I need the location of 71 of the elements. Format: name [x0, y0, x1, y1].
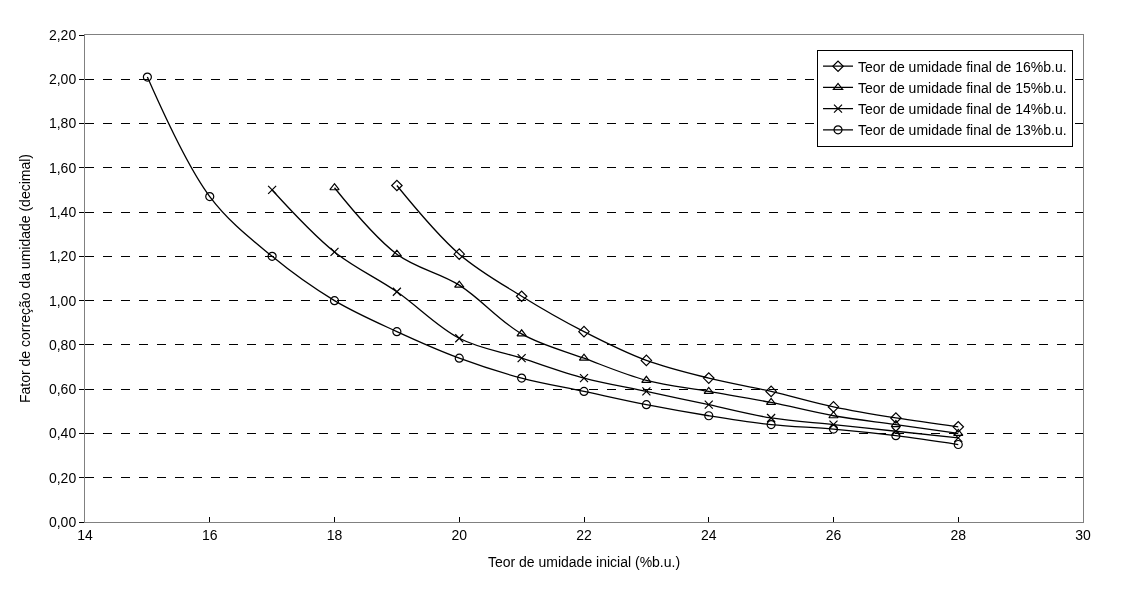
point: [517, 373, 527, 383]
point: [579, 386, 589, 396]
x-axis-title: Teor de umidade inicial (%b.u.): [487, 554, 681, 571]
x-tick-label: 18: [326, 526, 343, 543]
point: [454, 333, 464, 343]
point: [640, 354, 653, 367]
x-tick-label: 22: [576, 526, 592, 543]
x-tick-label: 26: [825, 526, 842, 543]
point: [329, 296, 340, 306]
legend-label: Teor de umidade final de 16%b.u.: [858, 58, 1067, 75]
y-tick-label: 2,00: [48, 71, 77, 88]
point: [267, 251, 277, 261]
point: [641, 400, 651, 410]
point: [453, 248, 466, 260]
point: [516, 329, 527, 337]
legend-label: Teor de umidade final de 14%b.u.: [858, 101, 1067, 118]
point: [515, 290, 528, 303]
y-tick-label: 1,60: [48, 159, 77, 176]
point: [391, 179, 403, 192]
y-tick-label: 1,40: [48, 203, 77, 220]
x-tick-label: 24: [700, 526, 717, 543]
point: [454, 280, 465, 288]
y-tick-label: 0,20: [48, 469, 77, 486]
point: [952, 421, 965, 433]
x-tick-label: 20: [451, 526, 468, 543]
point: [766, 420, 776, 430]
point: [329, 183, 340, 191]
x-tick-label: 14: [77, 526, 93, 543]
point: [890, 412, 902, 424]
point: [517, 353, 527, 363]
point: [392, 327, 402, 337]
point: [702, 372, 715, 384]
y-tick-label: 2,20: [48, 26, 77, 43]
y-tick-label: 0,00: [48, 513, 77, 530]
x-tick-label: 16: [201, 526, 218, 543]
point: [641, 375, 652, 383]
point: [766, 413, 776, 423]
y-tick-label: 0,60: [48, 381, 77, 398]
legend-label: Teor de umidade final de 15%b.u.: [858, 79, 1067, 96]
point: [765, 385, 777, 398]
point: [454, 353, 464, 363]
legend-label: Teor de umidade final de 13%b.u.: [858, 122, 1067, 139]
y-tick-label: 0,80: [48, 336, 77, 353]
point: [579, 373, 589, 383]
point: [953, 439, 963, 450]
point: [765, 397, 777, 406]
point: [953, 428, 964, 437]
y-tick-label: 1,80: [48, 115, 77, 132]
point: [827, 401, 840, 413]
point: [703, 386, 714, 394]
point: [704, 400, 714, 410]
point: [891, 431, 901, 441]
y-tick-label: 0,40: [48, 425, 77, 442]
point: [142, 72, 152, 82]
point: [578, 325, 590, 338]
point: [891, 426, 901, 436]
point: [205, 192, 215, 202]
point: [953, 433, 963, 443]
point: [704, 411, 714, 421]
y-tick-label: 1,00: [48, 292, 77, 309]
point: [828, 411, 839, 419]
x-tick-label: 30: [1075, 526, 1091, 543]
y-tick-label: 1,20: [48, 248, 77, 265]
point: [828, 424, 839, 434]
point: [392, 287, 402, 297]
point: [641, 386, 651, 396]
point: [329, 247, 340, 257]
x-tick-label: 28: [950, 526, 967, 543]
point: [828, 420, 839, 430]
y-axis-title: Fator de correção da umidade (decimal): [16, 153, 33, 404]
point: [267, 185, 277, 195]
